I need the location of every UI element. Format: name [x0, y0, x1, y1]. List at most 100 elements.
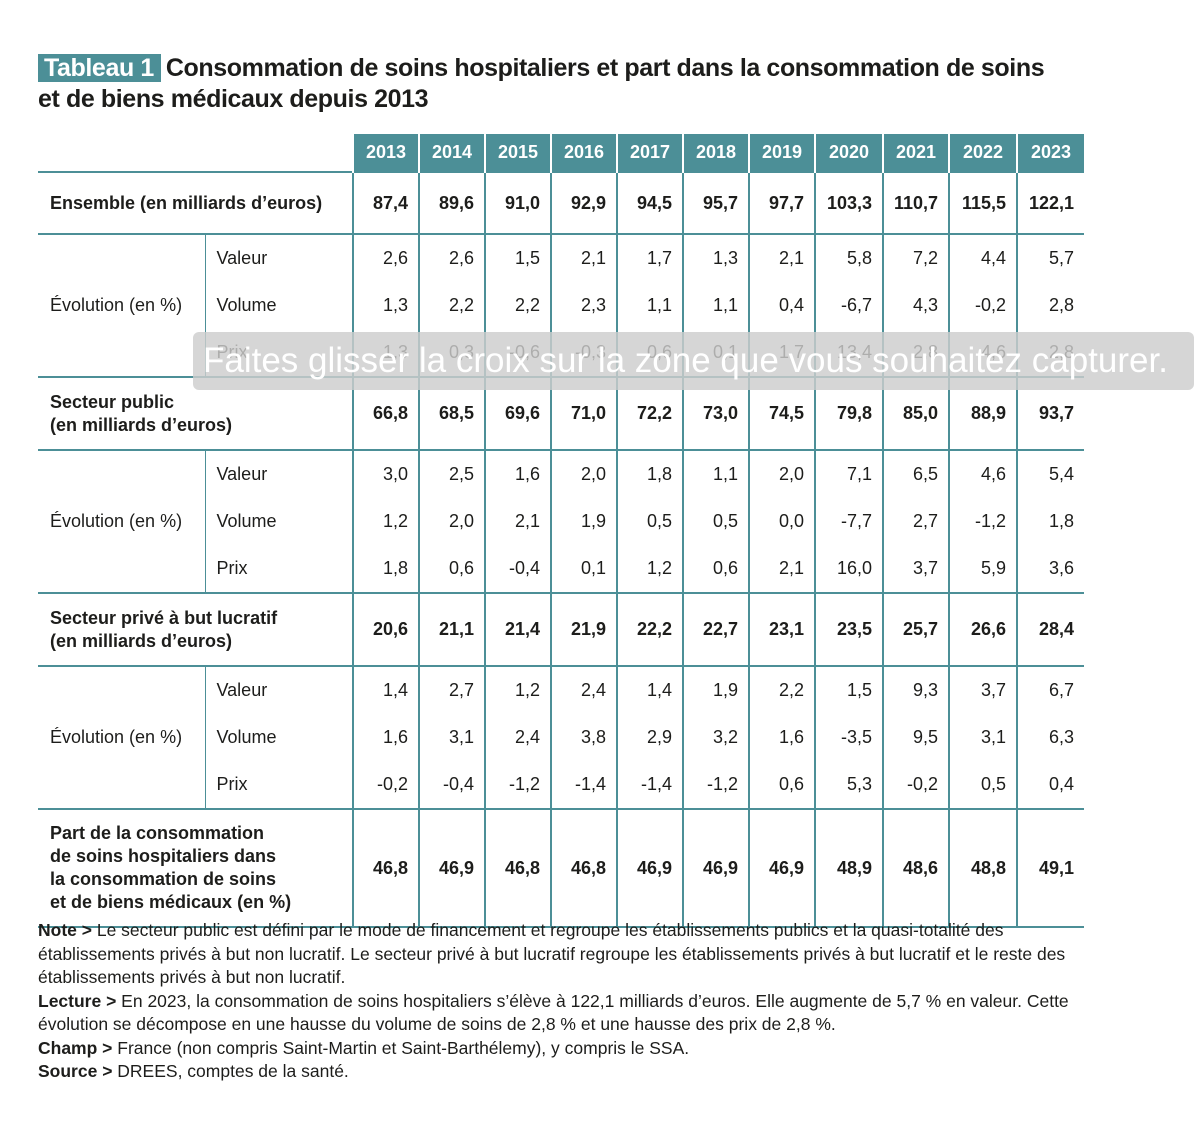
value-cell: 2,1	[748, 233, 815, 282]
value-cell: 2,3	[550, 282, 617, 329]
year-header: 2016	[550, 134, 617, 172]
value-cell: 25,7	[882, 592, 949, 666]
value-cell: 122,1	[1016, 171, 1084, 234]
prive-evolution-row: Volume 1,6 3,1 2,4 3,8 2,9 3,2 1,6 -3,5 9,5 3,1 6,3	[38, 714, 1084, 761]
value-cell: 1,2	[484, 665, 551, 714]
value-cell: 6,7	[1016, 665, 1084, 714]
value-cell: 16,0	[814, 545, 883, 593]
value-cell: 3,7	[948, 665, 1017, 714]
value-cell: -0,4	[484, 545, 551, 593]
note-paragraph: Source > DREES, comptes de la santé.	[38, 1060, 1118, 1084]
title-text-1: Consommation de soins hospitaliers et pa…	[165, 54, 1045, 82]
year-header: 2021	[882, 134, 949, 172]
value-cell: 92,9	[550, 171, 617, 234]
prive-label: Secteur privé à but lucratif (en milliard…	[38, 592, 353, 666]
value-cell: 2,0	[748, 449, 815, 498]
title-line-1: Tableau 1 Consommation de soins hospitali…	[38, 53, 1148, 84]
value-cell: 2,1	[550, 233, 617, 282]
value-cell: -0,2	[352, 761, 419, 809]
value-cell: 3,8	[550, 714, 617, 761]
value-cell: 6,5	[882, 449, 949, 498]
value-cell: 23,5	[814, 592, 883, 666]
value-cell: 0,5	[682, 498, 749, 545]
public-evolution-label: Évolution (en %)	[38, 449, 206, 593]
evolution-sub-label: Valeur	[205, 449, 353, 498]
note-text: France (non compris Saint-Martin et Sain…	[112, 1037, 690, 1058]
value-cell: 2,0	[418, 498, 485, 545]
value-cell: 2,5	[418, 449, 485, 498]
note-key: Lecture >	[38, 990, 117, 1011]
value-cell: 2,6	[352, 233, 419, 282]
value-cell: 1,6	[748, 714, 815, 761]
value-cell: 1,1	[682, 449, 749, 498]
value-cell: 4,4	[948, 233, 1017, 282]
value-cell: 5,8	[814, 233, 883, 282]
value-cell: 2,8	[1016, 282, 1084, 329]
part-label: Part de la consommation de soins hospital…	[38, 808, 353, 928]
table-number-tag: Tableau 1	[38, 54, 161, 82]
value-cell: 46,9	[616, 808, 683, 928]
year-header: 2013	[352, 134, 419, 172]
header-row: 2013 2014 2015 2016 2017 2018 2019 2020 2021 2022…	[38, 134, 1084, 172]
value-cell: -1,2	[484, 761, 551, 809]
value-cell: 21,9	[550, 592, 617, 666]
value-cell: 1,7	[616, 233, 683, 282]
year-header: 2022	[948, 134, 1017, 172]
value-cell: 1,4	[352, 665, 419, 714]
prive-evolution-row: Évolution (en %) Valeur 1,4 2,7 1,2 2,4 1,4 1,9…	[38, 665, 1084, 809]
value-cell: -0,2	[882, 761, 949, 809]
value-cell: 22,7	[682, 592, 749, 666]
part-label-line: Part de la consommation	[50, 823, 265, 843]
value-cell: 2,1	[748, 545, 815, 593]
ensemble-label-line: Ensemble (en milliards d’euros)	[50, 192, 323, 213]
value-cell: 7,1	[814, 449, 883, 498]
value-cell: 9,5	[882, 714, 949, 761]
value-cell: 23,1	[748, 592, 815, 666]
prive-evolution-row: Prix -0,2 -0,4 -1,2 -1,4 -1,4 -1,2 0,6 5,3 -0,2 0,…	[38, 761, 1084, 809]
value-cell: 48,6	[882, 808, 949, 928]
value-cell: -1,2	[682, 761, 749, 809]
value-cell: 2,0	[550, 449, 617, 498]
value-cell: 0,5	[948, 761, 1017, 809]
value-cell: 46,9	[748, 808, 815, 928]
table-title: Tableau 1 Consommation de soins hospitali…	[38, 53, 1148, 115]
evolution-sub-label: Valeur	[205, 665, 353, 714]
value-cell: 5,9	[948, 545, 1017, 593]
ensemble-evolution-row: Évolution (en %) Valeur 2,6 2,6 1,5 2,1 1,7 1,3…	[38, 233, 1084, 377]
value-cell: 2,7	[882, 498, 949, 545]
value-cell: 0,4	[1016, 761, 1084, 809]
ensemble-evolution-row: Volume 1,3 2,2 2,2 2,3 1,1 1,1 0,4 -6,7 4,3 -0,2 2,…	[38, 282, 1084, 329]
value-cell: 0,6	[682, 545, 749, 593]
part-label-line: la consommation de soins	[50, 869, 277, 889]
value-cell: -6,7	[814, 282, 883, 329]
public-evolution-row: Évolution (en %) Valeur 3,0 2,5 1,6 2,0 1,8 1,1…	[38, 449, 1084, 593]
value-cell: 1,9	[682, 665, 749, 714]
capture-hint-overlay: Faites glisser la croix sur la zone que …	[193, 332, 1194, 390]
value-cell: 3,1	[948, 714, 1017, 761]
value-cell: 1,6	[352, 714, 419, 761]
value-cell: -1,4	[616, 761, 683, 809]
value-cell: 21,1	[418, 592, 485, 666]
value-cell: 48,9	[814, 808, 883, 928]
value-cell: -7,7	[814, 498, 883, 545]
value-cell: 0,1	[550, 545, 617, 593]
evolution-sub-label: Volume	[216, 511, 277, 531]
value-cell: 46,9	[682, 808, 749, 928]
value-cell: -3,5	[814, 714, 883, 761]
value-cell: 2,7	[418, 665, 485, 714]
value-cell: 46,9	[418, 808, 485, 928]
value-cell: 46,8	[550, 808, 617, 928]
evolution-sub-label: Prix	[216, 774, 248, 794]
note-key: Note >	[38, 920, 92, 940]
value-cell: 0,5	[616, 498, 683, 545]
value-cell: 0,6	[418, 545, 485, 593]
data-table: 2013 2014 2015 2016 2017 2018 2019 2020 2021 2022…	[38, 134, 1084, 928]
note-key: Source >	[38, 1061, 113, 1081]
value-cell: 1,5	[484, 233, 551, 282]
value-cell: 94,5	[616, 171, 683, 234]
value-cell: 5,3	[814, 761, 883, 809]
prive-row: Secteur privé à but lucratif (en milliard…	[38, 592, 1084, 666]
value-cell: -0,4	[418, 761, 485, 809]
evolution-sub-label: Volume	[216, 295, 277, 315]
title-line-2: et de biens médicaux depuis 2013	[38, 85, 429, 113]
